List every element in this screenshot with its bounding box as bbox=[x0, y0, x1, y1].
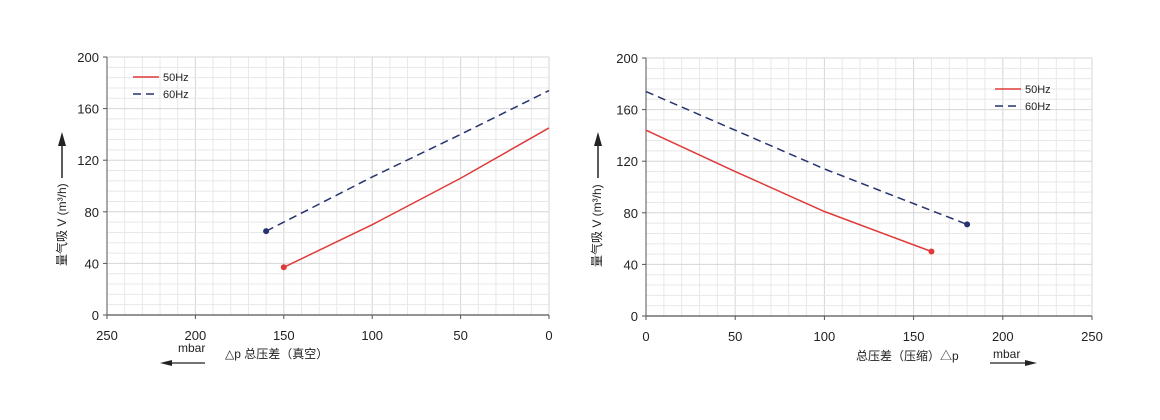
y-tick-label: 160 bbox=[616, 103, 638, 118]
legend-label: 50Hz bbox=[163, 72, 189, 84]
x-tick-label: 200 bbox=[992, 329, 1014, 344]
x-axis-label: △p 总压差（真空） bbox=[225, 347, 328, 361]
x-tick-label: 50 bbox=[453, 328, 467, 343]
y-arrow-icon bbox=[594, 132, 602, 146]
chart-1: 250 200 150 100 50 0 0 40 80 120 160 200 量气吸 V (m³/h… bbox=[54, 50, 553, 366]
x-arrow-icon bbox=[160, 360, 172, 366]
legend-label: 60Hz bbox=[1025, 101, 1051, 113]
series-endpoint-60Hz bbox=[964, 221, 971, 228]
series-line-60Hz bbox=[645, 90, 968, 226]
x-tick-label: 0 bbox=[642, 329, 649, 344]
legend-label: 60Hz bbox=[163, 89, 189, 101]
series-line-60Hz bbox=[265, 89, 550, 232]
x-tick-label: 150 bbox=[273, 328, 295, 343]
x-tick-label: 0 bbox=[545, 328, 552, 343]
y-tick-label: 80 bbox=[85, 205, 99, 220]
y-tick-label: 200 bbox=[616, 51, 638, 66]
y-tick-label: 200 bbox=[77, 50, 99, 65]
y-tick-label: 160 bbox=[77, 102, 99, 117]
chart-2: 0 50 100 150 200 250 0 40 80 120 160 200 量气吸 V (m³/h… bbox=[589, 51, 1103, 366]
x-unit-label: mbar bbox=[993, 347, 1020, 361]
y-tick-label: 0 bbox=[92, 308, 99, 323]
legend-label: 50Hz bbox=[1025, 84, 1051, 96]
y-tick-label: 80 bbox=[624, 206, 638, 221]
y-tick-label: 120 bbox=[616, 154, 638, 169]
x-axis-label: 总压差（压缩）△p bbox=[856, 348, 959, 363]
y-tick-label: 40 bbox=[624, 257, 638, 272]
x-tick-label: 50 bbox=[728, 329, 742, 344]
x-tick-label: 100 bbox=[814, 329, 836, 344]
y-tick-label: 40 bbox=[85, 256, 99, 271]
series-line-50Hz bbox=[283, 127, 550, 268]
x-arrow-icon bbox=[1025, 360, 1037, 366]
y-tick-label: 120 bbox=[77, 153, 99, 168]
series-endpoint-50Hz bbox=[280, 264, 287, 271]
x-tick-label: 250 bbox=[1081, 329, 1103, 344]
series-endpoint-50Hz bbox=[928, 248, 935, 255]
series-endpoint-60Hz bbox=[263, 228, 270, 235]
x-tick-label: 200 bbox=[185, 328, 207, 343]
x-unit-label: mbar bbox=[178, 341, 205, 355]
y-tick-label: 0 bbox=[631, 309, 638, 324]
x-tick-label: 100 bbox=[361, 328, 383, 343]
series-line-50Hz bbox=[645, 129, 932, 253]
y-axis-label: 量气吸 V (m³/h) bbox=[589, 184, 604, 267]
y-axis-label: 量气吸 V (m³/h) bbox=[54, 183, 69, 266]
x-tick-label: 250 bbox=[96, 328, 118, 343]
y-arrow-icon bbox=[58, 132, 66, 146]
x-tick-label: 150 bbox=[903, 329, 925, 344]
